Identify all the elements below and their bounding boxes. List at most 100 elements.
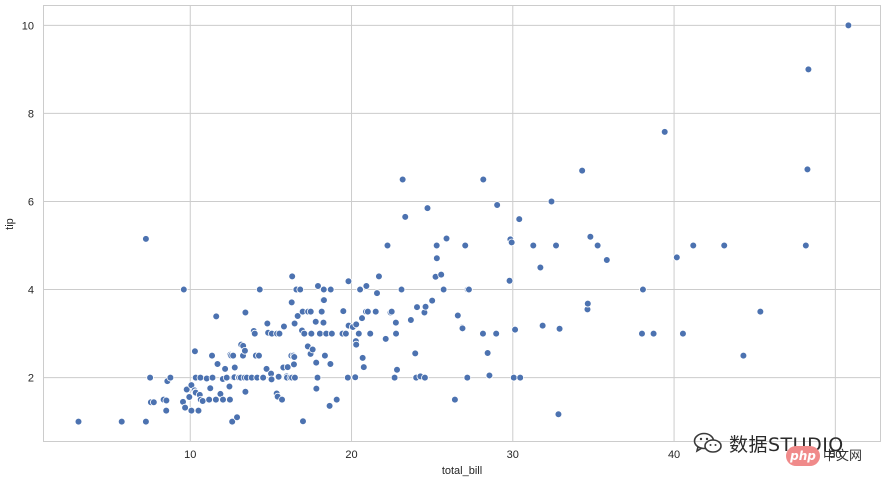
scatter-point	[162, 406, 171, 415]
scatter-point	[208, 351, 216, 360]
scatter-point	[354, 329, 363, 338]
scatter-point	[515, 215, 524, 223]
scatter-point	[392, 329, 400, 338]
scatter-point	[463, 373, 472, 382]
scatter-point	[299, 417, 307, 426]
scatter-point	[756, 307, 765, 316]
scatter-point	[442, 234, 451, 243]
scatter-point	[319, 318, 328, 327]
scatter-point	[241, 387, 250, 396]
scatter-point	[451, 395, 459, 404]
scatter-point	[198, 397, 207, 405]
scatter-point	[358, 314, 366, 322]
scatter-point	[317, 307, 326, 316]
scatter-point	[263, 319, 272, 328]
scatter-point	[314, 282, 322, 290]
scatter-point	[397, 285, 406, 294]
scatter-point	[326, 360, 335, 368]
scatter-point	[185, 393, 194, 401]
scatter-point	[229, 351, 237, 360]
y-axis-label: tip	[4, 218, 16, 230]
scatter-point	[383, 241, 392, 250]
scatter-point	[387, 307, 396, 316]
scatter-point	[505, 276, 514, 285]
scatter-point	[364, 307, 372, 316]
watermark: 数据STUDIO	[693, 428, 844, 458]
scatter-point	[290, 319, 299, 328]
scatter-point	[208, 373, 217, 382]
scatter-point	[339, 307, 348, 315]
scatter-point	[255, 351, 263, 360]
scatter-point	[802, 241, 810, 250]
scatter-point	[844, 21, 853, 30]
scatter-point	[458, 324, 467, 333]
scatter-point	[182, 385, 191, 394]
scatter-point	[290, 353, 299, 361]
scatter-point	[421, 373, 429, 382]
scatter-point	[307, 329, 316, 338]
scatter-point	[142, 235, 150, 243]
scatter-point	[804, 65, 813, 74]
wechat-icon	[693, 431, 723, 455]
scatter-point	[423, 204, 432, 212]
scatter-point	[578, 166, 586, 175]
scatter-point	[593, 241, 602, 250]
scatter-point	[493, 201, 501, 209]
scatter-point	[344, 373, 352, 382]
scatter-point	[267, 375, 276, 384]
scatter-point	[205, 395, 213, 404]
scatter-point	[280, 322, 288, 331]
scatter-point	[529, 241, 538, 250]
scatter-point	[638, 329, 646, 338]
scatter-point	[803, 165, 812, 174]
scatter-point	[326, 285, 335, 294]
scatter-point	[437, 270, 445, 279]
scatter-point	[288, 272, 296, 281]
scatter-point	[325, 402, 334, 410]
scatter-point	[194, 406, 203, 415]
scatter-point	[433, 254, 441, 263]
y-tick-label: 10	[22, 20, 34, 32]
scatter-point	[351, 373, 360, 382]
x-tick-label: 20	[345, 449, 357, 461]
scatter-point	[398, 175, 407, 184]
scatter-point	[538, 321, 547, 330]
scatter-point	[689, 241, 698, 250]
data-points	[74, 21, 853, 426]
x-tick-label: 10	[184, 449, 196, 461]
scatter-point	[180, 285, 188, 294]
scatter-point	[255, 285, 264, 294]
scatter-point	[344, 277, 353, 285]
scatter-point	[328, 329, 336, 338]
scatter-point	[319, 285, 328, 294]
x-axis-label: total_bill	[442, 465, 482, 477]
scatter-point	[278, 395, 286, 404]
watermark-site: 中文网	[823, 449, 863, 464]
scatter-point	[300, 329, 309, 338]
scatter-point	[407, 316, 415, 324]
scatter-point	[74, 417, 83, 426]
scatter-point	[359, 363, 368, 371]
scatter-point	[150, 398, 158, 407]
scatter-point	[679, 329, 687, 338]
scatter-point	[352, 320, 361, 329]
scatter-point	[390, 373, 399, 382]
scatter-point	[312, 358, 321, 367]
scatter-point	[373, 289, 381, 297]
scatter-point	[547, 197, 556, 206]
grid-lines	[43, 5, 881, 442]
scatter-point	[660, 128, 669, 136]
scatter-point	[187, 406, 196, 415]
scatter-point	[308, 345, 317, 354]
tick-labels: 10 20 30 40 50 2 4 6 8 10	[22, 20, 842, 461]
scatter-point	[142, 417, 150, 426]
scatter-point	[366, 329, 375, 338]
plot-area	[43, 5, 881, 442]
scatter-point	[311, 317, 320, 326]
scatter-point	[603, 256, 611, 264]
scatter-point	[221, 365, 229, 373]
scatter-point	[296, 285, 305, 294]
scatter-point	[290, 360, 298, 369]
scatter-point	[287, 298, 296, 307]
x-tick-label: 40	[668, 449, 680, 461]
